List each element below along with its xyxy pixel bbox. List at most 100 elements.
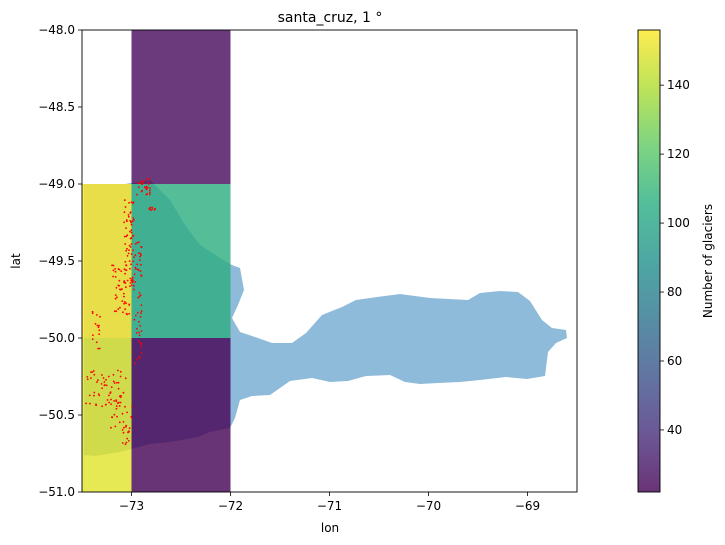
glacier-point <box>130 220 132 223</box>
glacier-point <box>139 252 142 255</box>
glacier-point <box>123 268 126 271</box>
glacier-point <box>133 318 136 321</box>
glacier-point <box>122 311 124 314</box>
glacier-point <box>138 334 141 337</box>
glacier-point <box>101 405 103 408</box>
glacier-point <box>136 241 139 244</box>
glacier-point <box>98 324 100 327</box>
y-axis: −48.0 −48.5 −49.0 −49.5 −50.0 −50.5 −51.0 <box>38 23 82 499</box>
glacier-point <box>86 376 89 378</box>
glacier-point <box>119 370 122 373</box>
glacier-point <box>149 187 152 189</box>
glacier-point <box>131 405 133 408</box>
glacier-point <box>140 180 142 183</box>
glacier-point <box>123 199 126 202</box>
glacier-point <box>128 260 131 262</box>
glacier-point <box>110 398 112 401</box>
glacier-point <box>89 402 91 405</box>
glacier-point <box>123 426 125 429</box>
glacier-point <box>139 294 142 297</box>
glacier-point <box>114 270 117 273</box>
glacier-point <box>130 416 133 419</box>
glacier-point <box>129 267 131 270</box>
glacier-point <box>126 313 129 316</box>
glacier-point <box>125 264 127 266</box>
glacier-point <box>131 234 134 237</box>
glacier-point <box>104 384 106 386</box>
glacier-point <box>127 214 130 216</box>
glacier-point <box>136 263 139 266</box>
glacier-point <box>128 427 131 430</box>
glacier-point <box>121 442 124 444</box>
glacier-point <box>94 322 97 325</box>
glacier-point <box>116 415 118 418</box>
glacier-point <box>111 416 113 419</box>
glacier-point <box>126 234 129 237</box>
glacier-point <box>140 304 143 306</box>
x-tick-label: −73 <box>119 499 144 513</box>
glacier-point <box>140 254 142 256</box>
y-tick-label: −49.5 <box>38 254 75 268</box>
glacier-point <box>139 324 142 327</box>
glacier-point <box>112 380 115 383</box>
glacier-point <box>140 310 143 313</box>
glacier-point <box>98 394 101 397</box>
glacier-point <box>136 311 139 314</box>
glacier-point <box>128 244 131 247</box>
glacier-point <box>129 237 132 240</box>
glacier-point <box>95 341 98 344</box>
plot-area <box>81 29 578 493</box>
glacier-point <box>91 312 94 315</box>
glacier-point <box>125 441 128 444</box>
glacier-point <box>104 403 107 406</box>
glacier-point <box>140 341 142 344</box>
glacier-point <box>145 178 148 180</box>
glacier-point <box>130 263 132 266</box>
x-tick-label: −72 <box>218 499 243 513</box>
glacier-point <box>115 381 118 384</box>
glacier-point <box>114 297 117 300</box>
colorbar-gradient <box>638 30 660 492</box>
colorbar-tick-label: 100 <box>667 216 690 230</box>
glacier-point <box>117 369 119 372</box>
glacier-point <box>124 281 126 284</box>
glacier-point <box>85 402 87 405</box>
glacier-point <box>130 231 133 234</box>
glacier-point <box>91 338 94 340</box>
glacier-point <box>130 223 133 226</box>
glacier-point <box>123 221 125 224</box>
glacier-point <box>124 243 127 245</box>
glacier-point <box>136 268 139 271</box>
glacier-point <box>133 288 135 291</box>
glacier-point <box>125 227 127 230</box>
glacier-point <box>128 430 130 432</box>
glacier-point <box>121 429 124 431</box>
glacier-point <box>129 285 131 287</box>
colorbar-label: Number of glaciers <box>701 204 715 318</box>
glacier-point <box>140 246 143 249</box>
glacier-point <box>145 193 148 196</box>
glacier-point <box>129 211 132 214</box>
glacier-point <box>117 284 120 287</box>
glacier-point <box>125 302 127 305</box>
glacier-point <box>135 358 138 361</box>
glacier-point <box>102 377 105 379</box>
glacier-point <box>117 381 120 384</box>
glacier-point <box>122 421 125 423</box>
glacier-point <box>92 334 94 337</box>
glacier-point <box>130 229 133 232</box>
glacier-point <box>112 275 114 278</box>
glacier-point <box>113 310 116 313</box>
glacier-point <box>98 347 101 350</box>
glacier-point <box>90 377 92 379</box>
glacier-point <box>125 269 128 272</box>
glacier-point <box>141 189 144 192</box>
glacier-point <box>132 260 135 263</box>
glacier-point <box>93 394 95 397</box>
glacier-point <box>98 329 101 332</box>
glacier-point <box>141 183 144 186</box>
glacier-point <box>115 310 118 313</box>
glacier-point <box>128 303 131 306</box>
glacier-point <box>153 208 156 211</box>
glacier-point <box>116 296 118 299</box>
